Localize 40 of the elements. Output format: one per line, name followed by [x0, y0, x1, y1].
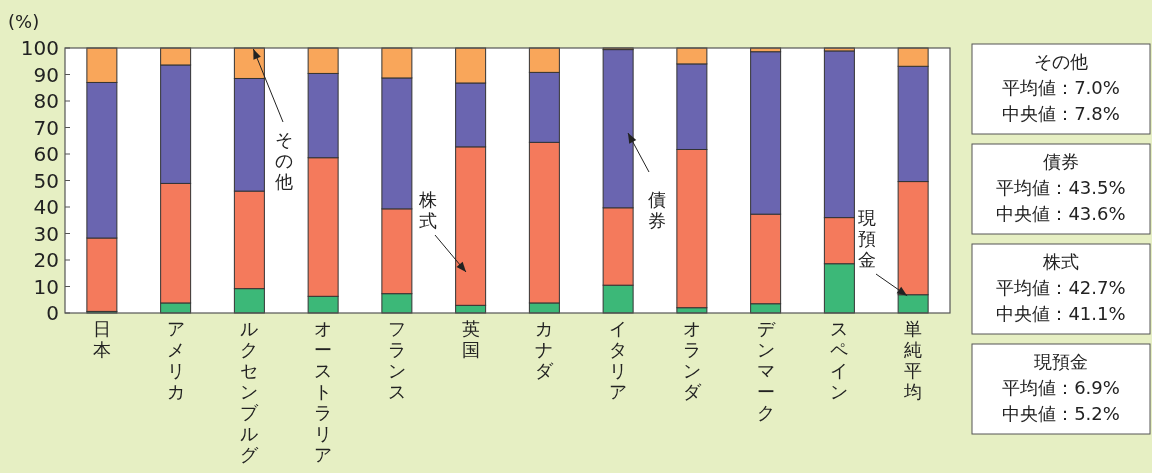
x-tick-label: 日本	[92, 318, 111, 360]
y-tick-label: 70	[33, 115, 59, 140]
annotation: 債券	[648, 189, 666, 231]
y-axis-title: (%)	[8, 11, 40, 32]
x-tick-label: オーストラリア	[314, 318, 333, 465]
text: 債券	[1043, 151, 1079, 172]
text: 中央値：7.8%	[1002, 103, 1120, 124]
y-tick-label: 40	[33, 195, 59, 219]
text: 中央値：43.6%	[996, 203, 1126, 224]
x-tick-label: 単純平均	[903, 318, 923, 402]
x-tick-label: ルクセンブルグ	[240, 318, 260, 465]
y-tick-label: 20	[33, 248, 59, 272]
y-tick-label: 100	[20, 36, 59, 60]
text: 現預金	[1034, 351, 1088, 372]
y-tick-label: 10	[33, 274, 59, 299]
x-tick-label: イタリア	[609, 318, 628, 402]
y-tick-label: 0	[46, 301, 59, 325]
x-tick-label: フランス	[387, 318, 406, 402]
text: 平均値：6.9%	[1002, 377, 1120, 398]
text: その他	[1034, 51, 1088, 72]
x-tick-label: スペイン	[830, 318, 849, 402]
y-tick-label: 60	[33, 142, 59, 166]
y-tick-label: 30	[33, 221, 59, 246]
annotation: 株式	[418, 189, 437, 231]
annotation: 現預金	[858, 207, 876, 270]
text: 平均値：43.5%	[996, 177, 1126, 198]
text: 中央値：41.1%	[996, 303, 1126, 324]
text: 株式	[1042, 251, 1079, 272]
x-tick-label: アメリカ	[166, 318, 185, 402]
x-tick-label: 英国	[461, 318, 480, 360]
x-tick-label: オランダ	[682, 318, 702, 402]
text: 平均値：42.7%	[996, 277, 1126, 298]
text: 中央値：5.2%	[1002, 403, 1120, 424]
y-tick-label: 50	[33, 168, 59, 193]
x-tick-label: カナダ	[535, 318, 555, 381]
annotation: その他	[275, 129, 293, 192]
x-tick-label: デンマーク	[756, 318, 776, 423]
text: 平均値：7.0%	[1002, 77, 1120, 98]
y-tick-label: 90	[33, 62, 59, 87]
y-tick-label: 80	[33, 89, 59, 113]
